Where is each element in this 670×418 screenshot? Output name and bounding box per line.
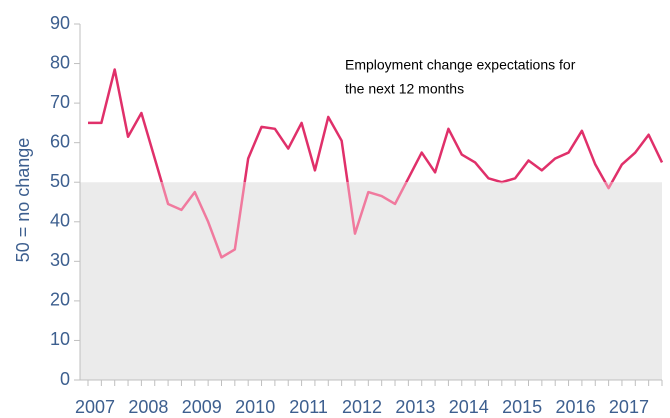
series-line [88, 68, 664, 183]
y-tick-label: 90 [50, 13, 70, 33]
x-tick-label: 2016 [556, 397, 596, 417]
y-tick-label: 0 [60, 369, 70, 389]
x-tick-label: 2011 [289, 397, 328, 417]
threshold-band [80, 182, 662, 380]
x-tick-label: 2012 [342, 397, 382, 417]
y-tick-label: 70 [50, 92, 70, 112]
y-tick-label: 20 [50, 290, 70, 310]
x-tick-label: 2009 [182, 397, 222, 417]
annotation: Employment change expectations for [345, 57, 576, 73]
y-tick-label: 10 [50, 329, 70, 349]
y-tick-label: 40 [50, 211, 70, 231]
y-tick-label: 50 [50, 171, 70, 191]
y-tick-label: 60 [50, 131, 70, 151]
annotation: the next 12 months [345, 81, 464, 97]
x-tick-label: 2008 [128, 397, 168, 417]
y-tick-label: 80 [50, 52, 70, 72]
x-tick-label: 2013 [395, 397, 435, 417]
y-axis-label: 50 = no change [13, 138, 33, 263]
x-tick-label: 2015 [502, 397, 542, 417]
x-tick-label: 2017 [609, 397, 649, 417]
x-tick-label: 2010 [235, 397, 275, 417]
y-tick-label: 30 [50, 250, 70, 270]
series-line-below [160, 182, 614, 259]
x-tick-label: 2007 [75, 397, 115, 417]
x-tick-label: 2014 [449, 397, 489, 417]
